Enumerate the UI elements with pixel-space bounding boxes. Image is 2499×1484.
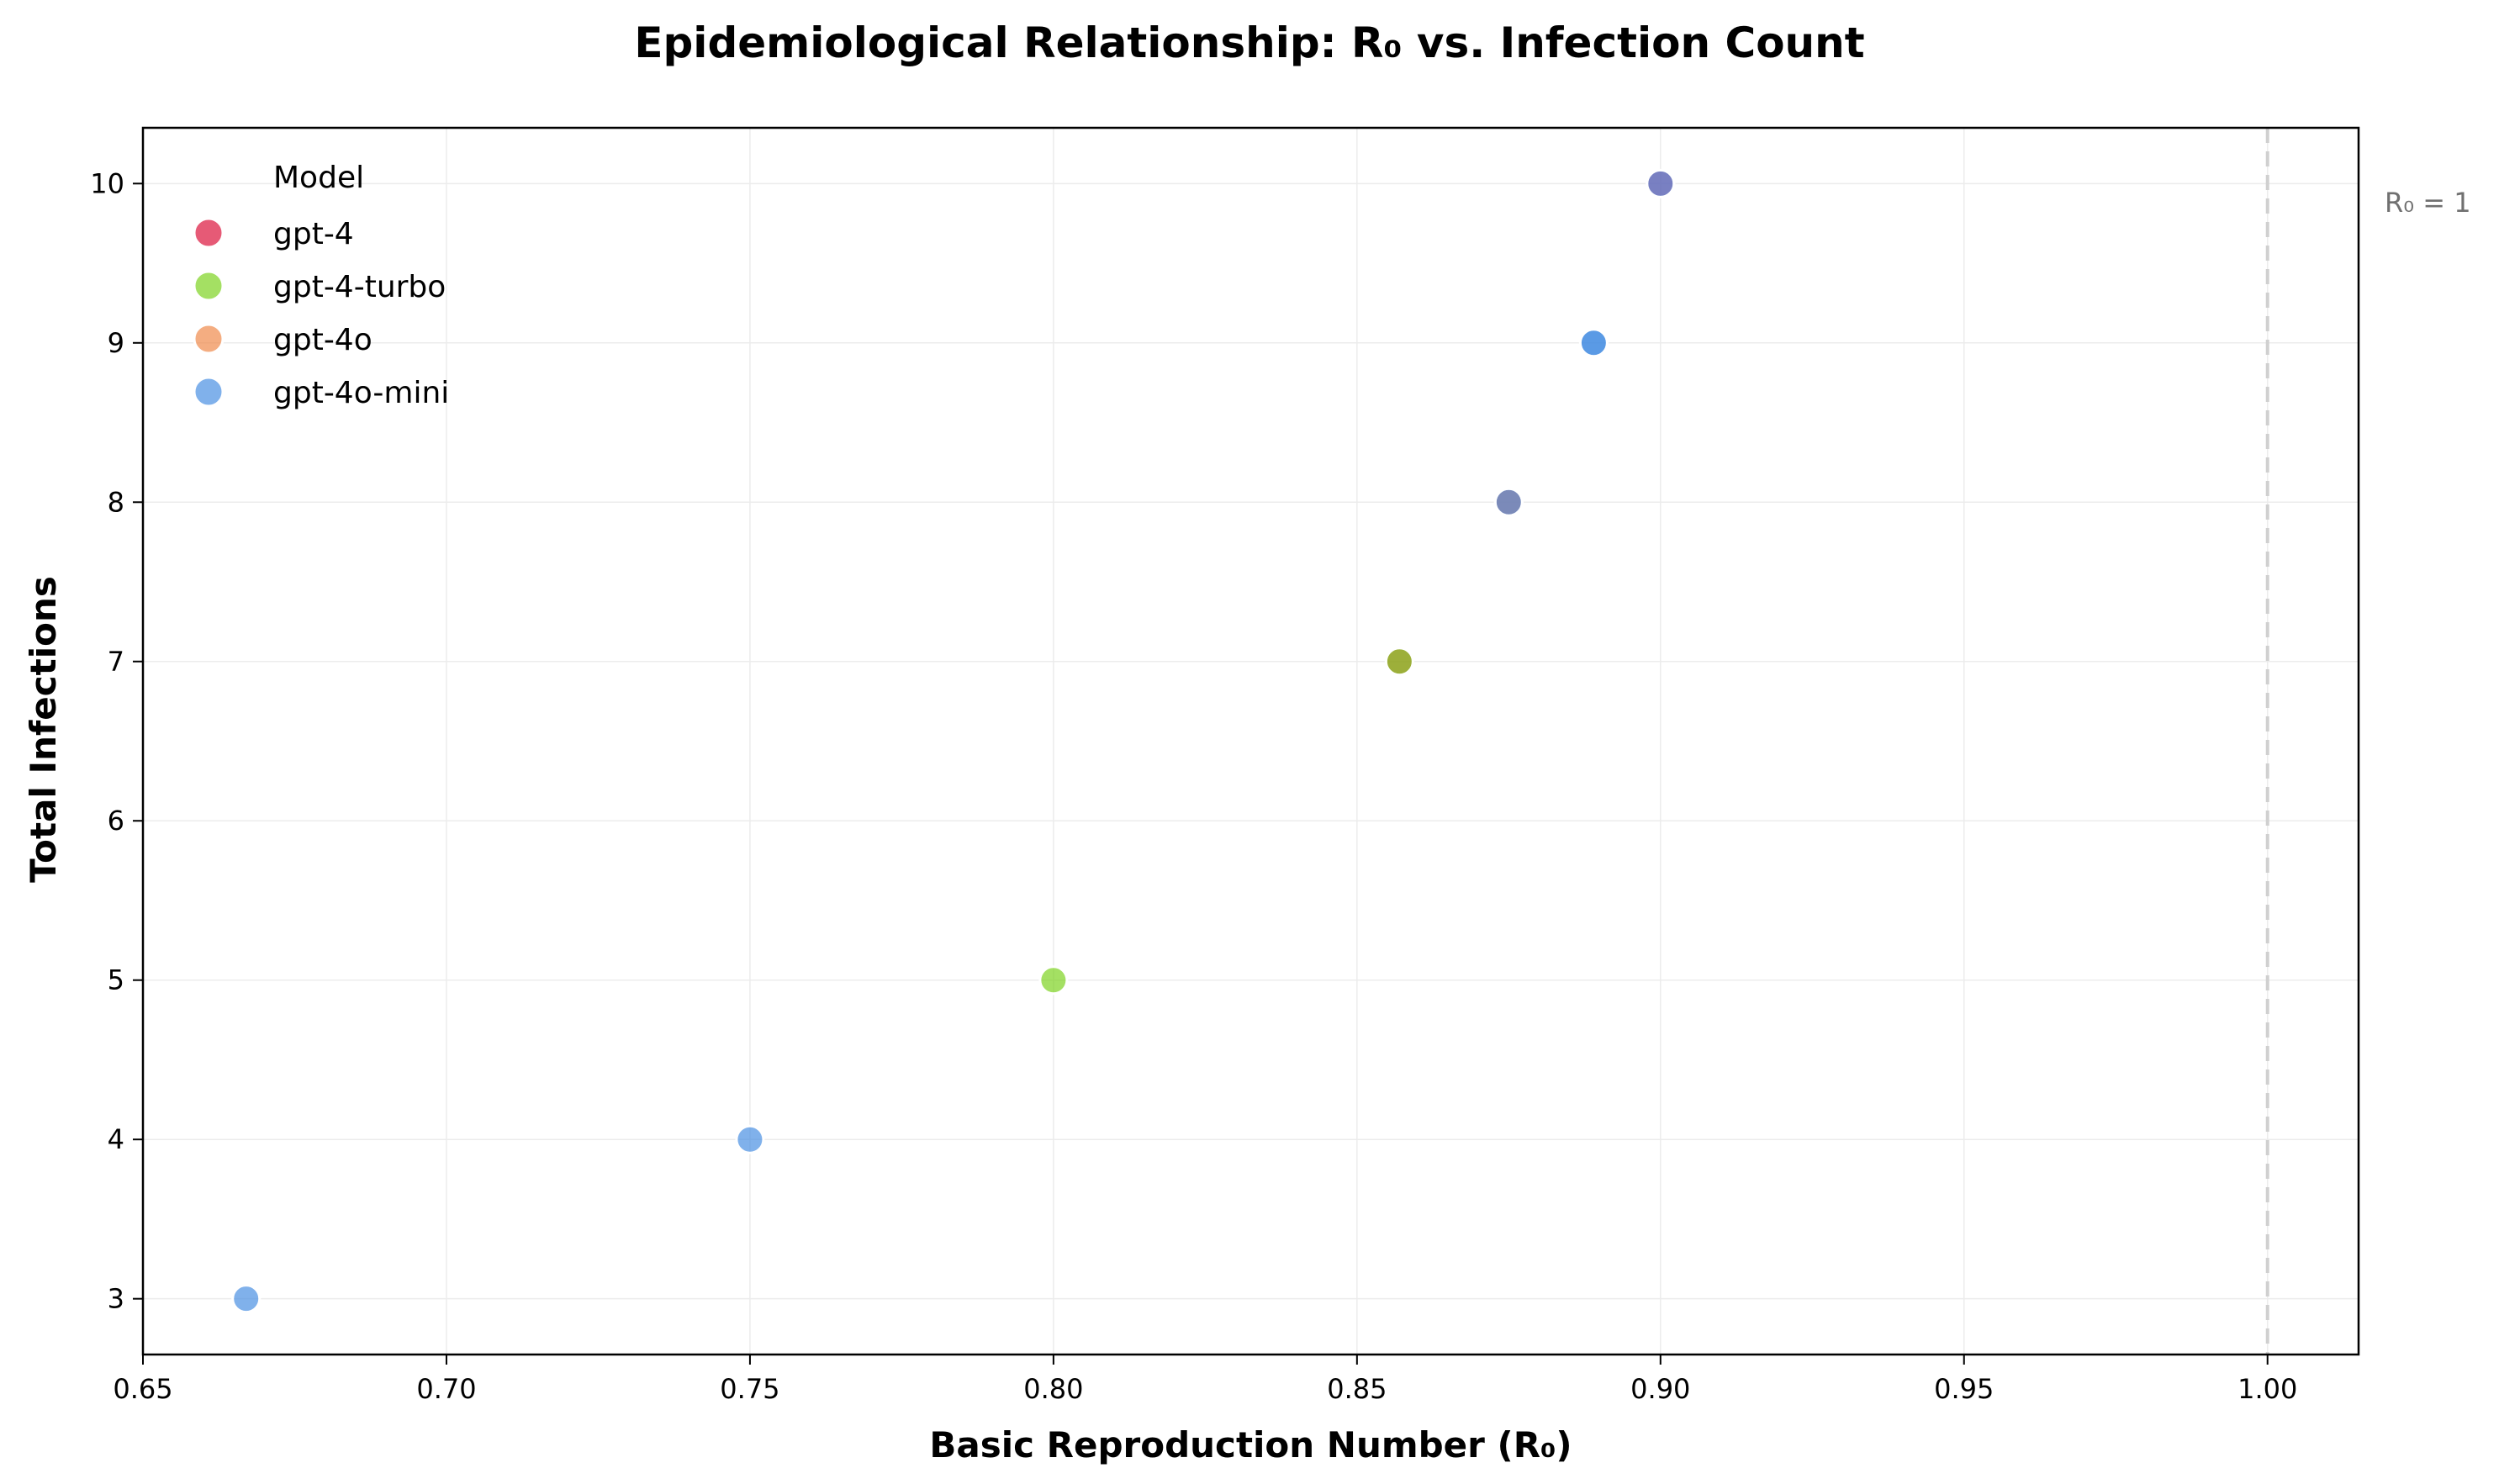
x-axis-label: Basic Reproduction Number (R₀) [929, 1424, 1572, 1466]
x-tick-label: 0.75 [720, 1373, 779, 1405]
legend-entry-label: gpt-4 [273, 217, 354, 251]
point-gpt-4o-mini [1578, 328, 1609, 358]
y-tick-label: 3 [108, 1283, 124, 1315]
legend-entry-label: gpt-4-turbo [273, 270, 446, 304]
legend-entry-label: gpt-4o [273, 323, 372, 357]
grid-layer [142, 128, 2359, 1355]
y-axis-label: Total Infections [23, 576, 64, 883]
x-tick-label: 0.90 [1630, 1373, 1690, 1405]
x-tick-label: 0.85 [1327, 1373, 1387, 1405]
x-tick-label: 0.95 [1934, 1373, 1994, 1405]
x-axis-ticks: 0.65 0.70 0.75 0.80 0.85 0.90 0.95 1.00 [113, 1355, 2297, 1405]
legend-marker [193, 270, 225, 302]
legend: Model gpt-4 gpt-4-turbo gpt-4o gpt-4o-mini [193, 161, 449, 410]
legend-marker [193, 217, 225, 249]
reference-line-label: R₀ = 1 [2385, 187, 2471, 219]
x-tick-label: 0.70 [416, 1373, 476, 1405]
point-gpt-4-turbo [1384, 647, 1414, 677]
plot-area-frame [141, 126, 2360, 1356]
legend-entry-label: gpt-4o-mini [273, 376, 449, 410]
legend-marker [193, 376, 225, 408]
point-gpt-4o-mini [231, 1284, 262, 1314]
y-axis-ticks: 3 4 5 6 7 8 9 10 [90, 167, 143, 1315]
y-tick-label: 7 [108, 646, 124, 678]
y-tick-label: 5 [108, 964, 124, 996]
points-layer [231, 168, 1676, 1314]
x-tick-label: 0.80 [1023, 1373, 1083, 1405]
x-tick-label: 0.65 [113, 1373, 172, 1405]
chart-title: Epidemiological Relationship: R₀ vs. Inf… [634, 18, 1864, 67]
y-tick-label: 10 [90, 167, 124, 199]
point-gpt-4o-mini [735, 1124, 765, 1154]
point-gpt-4o-mini [1493, 487, 1524, 517]
y-tick-label: 4 [108, 1123, 124, 1155]
legend-marker [193, 323, 225, 355]
point-gpt-4-turbo [1038, 965, 1069, 995]
y-tick-label: 9 [108, 327, 124, 359]
legend-title: Model [273, 161, 364, 195]
x-tick-label: 1.00 [2237, 1373, 2297, 1405]
point-gpt-4o-mini [1646, 168, 1676, 198]
y-tick-label: 8 [108, 486, 124, 518]
y-tick-label: 6 [108, 805, 124, 837]
